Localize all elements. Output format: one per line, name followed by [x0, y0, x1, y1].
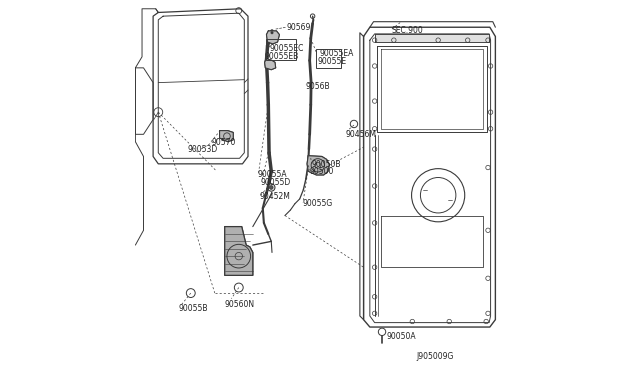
Text: 90055EC: 90055EC [269, 44, 303, 53]
Text: 90053D: 90053D [187, 145, 218, 154]
Polygon shape [264, 59, 276, 70]
Text: 90055B: 90055B [179, 304, 209, 313]
Text: 90560N: 90560N [225, 300, 255, 310]
Text: 90570: 90570 [211, 138, 236, 147]
Polygon shape [266, 31, 280, 44]
Bar [316, 49, 341, 68]
Text: 90055E: 90055E [317, 57, 346, 66]
Text: 90050B: 90050B [311, 160, 340, 169]
Circle shape [269, 186, 273, 189]
Polygon shape [220, 131, 233, 142]
Circle shape [271, 32, 273, 34]
Text: J905009G: J905009G [416, 352, 453, 361]
Text: 90500: 90500 [310, 167, 334, 176]
Text: 90055EA: 90055EA [319, 49, 354, 58]
Text: 90055A: 90055A [258, 170, 287, 179]
Text: 90055EB: 90055EB [264, 52, 299, 61]
Text: 90452M: 90452M [259, 192, 290, 201]
Text: 9056B: 9056B [305, 82, 330, 91]
Text: 90055G: 90055G [302, 199, 333, 208]
Text: 90050A: 90050A [387, 332, 416, 341]
Polygon shape [307, 156, 329, 175]
Bar [266, 39, 296, 61]
Polygon shape [225, 227, 253, 275]
Text: 90456M: 90456M [345, 130, 376, 139]
Polygon shape [374, 34, 489, 42]
Text: 90055D: 90055D [261, 178, 291, 187]
Text: 90569: 90569 [286, 23, 310, 32]
Text: SEC.900: SEC.900 [392, 26, 424, 35]
